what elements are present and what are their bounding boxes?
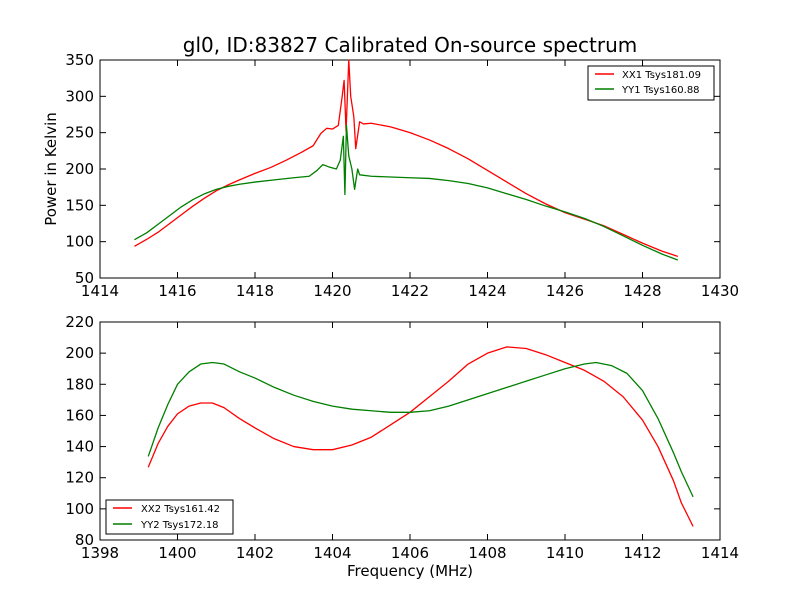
- bottom-legend-yy2-label: YY2 Tsys172.18: [140, 520, 219, 531]
- top-legend-box: [587, 65, 715, 101]
- bottom-x-tick-label-3: 1404: [313, 544, 351, 562]
- bottom-series-line-1: [147, 361, 694, 498]
- bottom-y-axis-ticks: 80 100 120 140 160 180 200 220: [65, 313, 720, 549]
- top-x-tick-label-3: 1420: [313, 282, 351, 300]
- top-x-tick-label-5: 1424: [468, 282, 506, 300]
- bottom-x-tick-label-0: 1398: [81, 544, 119, 562]
- top-y-tick-label-1: 100: [65, 233, 94, 251]
- top-y-tick-label-0: 50: [75, 269, 94, 287]
- bottom-legend: XX2 Tsys161.42 YY2 Tsys172.18: [105, 499, 234, 535]
- top-y-tick-label-3: 200: [65, 160, 94, 178]
- bottom-legend-xx2-label: XX2 Tsys161.42: [141, 504, 220, 515]
- top-x-tick-label-1: 1416: [158, 282, 196, 300]
- bottom-x-axis-label: Frequency (MHz): [347, 562, 473, 580]
- bottom-y-tick-label-5: 180: [65, 375, 94, 393]
- bottom-x-tick-label-7: 1412: [623, 544, 661, 562]
- bottom-x-axis-ticks: 1398 1400 1402 1404 1406 1408 1410 1412 1414: [81, 322, 739, 562]
- top-y-axis-ticks: 50 100 150 200 250 300 350: [65, 51, 720, 287]
- bottom-x-tick-label-1: 1400: [158, 544, 196, 562]
- top-x-tick-label-8: 1430: [701, 282, 739, 300]
- top-x-tick-label-2: 1418: [236, 282, 274, 300]
- top-x-tick-label-7: 1428: [623, 282, 661, 300]
- bottom-series-line-0: [147, 346, 694, 527]
- top-y-tick-label-6: 350: [65, 51, 94, 69]
- bottom-x-tick-label-5: 1408: [468, 544, 506, 562]
- bottom-x-tick-label-8: 1414: [701, 544, 739, 562]
- top-x-axis-ticks: 1414 1416 1418 1420 1422 1424 1426 1428 1430: [81, 60, 739, 300]
- top-y-tick-label-2: 150: [65, 196, 94, 214]
- top-y-tick-label-5: 300: [65, 87, 94, 105]
- top-x-tick-label-4: 1422: [391, 282, 429, 300]
- bottom-x-tick-label-2: 1402: [236, 544, 274, 562]
- top-legend: XX1 Tsys181.09 YY1 Tsys160.88: [587, 65, 715, 101]
- bottom-plot: 1398 1400 1402 1404 1406 1408 1410 1412 1414 801…: [65, 313, 739, 580]
- bottom-x-tick-label-6: 1410: [546, 544, 584, 562]
- bottom-y-tick-label-6: 200: [65, 344, 94, 362]
- top-y-axis-label: Power in Kelvin: [42, 112, 60, 226]
- bottom-y-tick-label-7: 220: [65, 313, 94, 331]
- bottom-x-tick-label-4: 1406: [391, 544, 429, 562]
- top-y-tick-label-4: 250: [65, 124, 94, 142]
- top-chart-title: gl0, ID:83827 Calibrated On-source spect…: [183, 33, 637, 57]
- bottom-y-tick-label-4: 160: [65, 406, 94, 424]
- bottom-y-tick-label-3: 140: [65, 438, 94, 456]
- top-legend-xx1-label: XX1 Tsys181.09: [622, 70, 701, 81]
- top-x-tick-label-0: 1414: [81, 282, 119, 300]
- bottom-series-group: [147, 346, 694, 527]
- bottom-legend-box: [105, 499, 234, 535]
- top-plot: 1414 1416 1418 1420 1422 1424 1426 1428 1430 501…: [42, 51, 739, 300]
- top-series-line-1: [134, 124, 679, 261]
- top-legend-yy1-label: YY1 Tsys160.88: [621, 85, 700, 96]
- top-x-tick-label-6: 1426: [546, 282, 584, 300]
- bottom-y-tick-label-0: 80: [75, 531, 94, 549]
- bottom-y-tick-label-1: 100: [65, 500, 94, 518]
- top-series-group: [134, 59, 679, 261]
- bottom-y-tick-label-2: 120: [65, 469, 94, 487]
